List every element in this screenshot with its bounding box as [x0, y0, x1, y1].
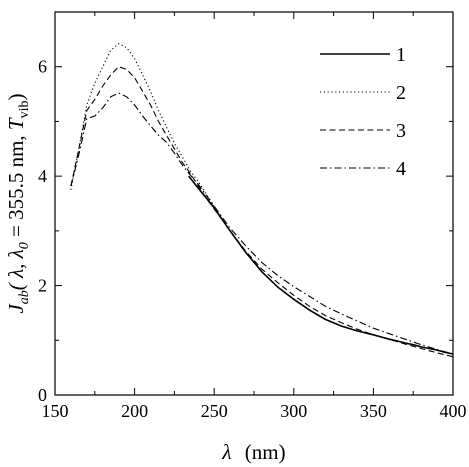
- x-tick-label: 350: [360, 401, 387, 421]
- series-2-line: [70, 43, 215, 207]
- y-axis-sub: ab: [17, 290, 32, 304]
- x-axis-title: λ (nm): [221, 440, 285, 464]
- legend-label-1: 1: [396, 44, 406, 66]
- y-tick-label: 2: [38, 276, 47, 296]
- series-1-line: [188, 175, 454, 355]
- x-axis-symbol: λ: [221, 440, 231, 464]
- plot-frame: [54, 11, 454, 396]
- ticks-layer: 150 200 250 300 350 400 0 2 4 6: [38, 11, 467, 421]
- x-axis-unit: (nm): [245, 440, 286, 464]
- series-layer: [70, 43, 454, 358]
- legend-layer: 1 2 3 4: [320, 44, 406, 180]
- x-tick-label: 150: [42, 401, 69, 421]
- x-tick-label: 200: [121, 401, 148, 421]
- x-tick-label: 300: [280, 401, 307, 421]
- y-axis-main: J: [4, 303, 28, 314]
- series-3-line: [70, 66, 454, 358]
- x-tick-label: 250: [201, 401, 228, 421]
- y-tick-label: 4: [38, 166, 47, 186]
- series-4-line: [70, 92, 454, 355]
- x-tick-label: 400: [440, 401, 467, 421]
- y-axis-sub0: 0: [17, 242, 32, 249]
- y-axis-title: Jab( λ, λ0 = 355.5 nm, Tvib): [4, 93, 32, 313]
- y-tick-label: 6: [38, 57, 47, 77]
- y-tick-label: 0: [38, 385, 47, 405]
- y-axis-eq: = 355.5 nm,: [4, 130, 28, 242]
- y-axis-close: ): [4, 93, 28, 100]
- y-axis-args: ( λ, λ: [4, 249, 28, 290]
- legend-label-2: 2: [396, 82, 406, 104]
- legend-label-4: 4: [396, 158, 406, 180]
- y-axis-tsub: vib: [17, 100, 32, 118]
- legend-label-3: 3: [396, 120, 406, 142]
- y-axis-t: T: [4, 117, 28, 130]
